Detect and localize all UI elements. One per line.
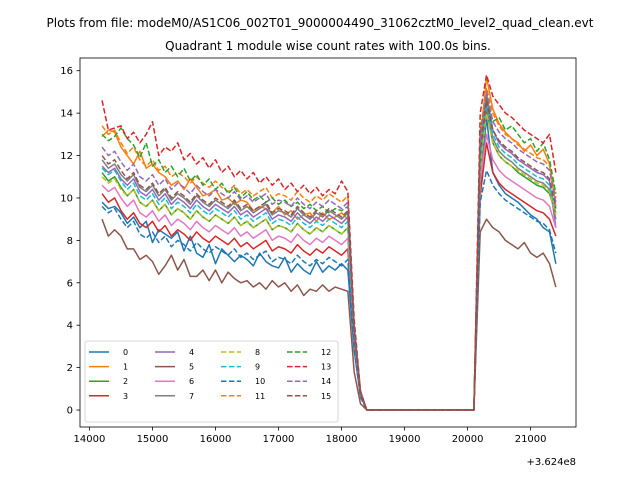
series-line-12 [101, 95, 557, 411]
x-offset-label: +3.624e8 [526, 457, 576, 468]
y-tick-label: 12 [60, 151, 73, 162]
x-tick-label: 21000 [515, 434, 547, 445]
series-line-5 [101, 218, 557, 411]
legend-label-8: 8 [255, 348, 260, 357]
legend-label-12: 12 [321, 348, 331, 357]
legend-label-9: 9 [255, 363, 260, 372]
series-line-13 [101, 74, 557, 411]
y-axis: 0 2 4 6 8 10 12 14 16 [60, 66, 80, 417]
y-tick-label: 14 [60, 109, 73, 120]
x-tick-label: 19000 [389, 434, 421, 445]
x-tick-label: 20000 [452, 434, 484, 445]
legend-label-14: 14 [321, 377, 331, 386]
legend-label-10: 10 [255, 377, 265, 386]
x-tick-label: 16000 [200, 434, 232, 445]
legend-label-2: 2 [123, 377, 128, 386]
series-line-14 [101, 91, 557, 411]
y-tick-label: 4 [67, 321, 73, 332]
legend-label-5: 5 [189, 363, 194, 372]
legend-label-1: 1 [123, 363, 128, 372]
x-tick-label: 14000 [74, 434, 106, 445]
series-line-8 [101, 112, 557, 411]
y-tick-label: 6 [67, 278, 73, 289]
axes-frame [79, 57, 577, 428]
legend-label-6: 6 [189, 377, 194, 386]
legend-label-7: 7 [189, 392, 194, 401]
legend-frame [84, 340, 339, 423]
legend-label-13: 13 [321, 363, 331, 372]
plot-area [79, 57, 577, 428]
y-tick-label: 2 [67, 363, 73, 374]
x-tick-label: 18000 [326, 434, 358, 445]
chart-suptitle: Plots from file: modeM0/AS1C06_002T01_90… [47, 16, 594, 30]
x-tick-label: 17000 [263, 434, 295, 445]
series-layer [101, 74, 557, 411]
y-tick-label: 10 [60, 193, 73, 204]
y-tick-label: 16 [60, 66, 73, 77]
legend-label-4: 4 [189, 348, 194, 357]
legend-label-3: 3 [123, 392, 128, 401]
series-line-15 [101, 99, 557, 411]
legend-label-0: 0 [123, 348, 128, 357]
chart-title: Quadrant 1 module wise count rates with … [165, 39, 491, 53]
series-line-10 [101, 169, 557, 411]
y-tick-label: 0 [67, 406, 73, 417]
x-tick-label: 15000 [137, 434, 169, 445]
y-tick-label: 8 [67, 236, 73, 247]
x-axis: 14000 15000 16000 17000 18000 19000 20000 21000 [74, 427, 547, 445]
legend-label-15: 15 [321, 392, 331, 401]
legend-label-11: 11 [255, 392, 265, 401]
